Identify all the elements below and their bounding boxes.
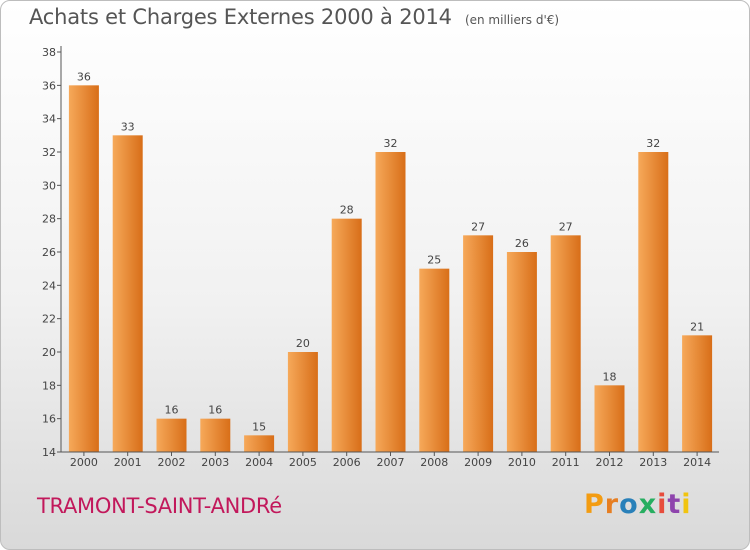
data-label-2013: 32 xyxy=(646,137,660,150)
bar-2014 xyxy=(682,335,713,452)
logo-letter: P xyxy=(584,489,605,520)
y-tick-label: 38 xyxy=(42,46,56,59)
x-tick-label-2006: 2006 xyxy=(333,456,361,469)
logo-letter: t xyxy=(667,489,682,520)
x-tick-label-2010: 2010 xyxy=(508,456,536,469)
x-axis: 2000 2001 2002 2003 2004 2005 2006 2007 2008 2009… xyxy=(61,451,719,469)
data-label-2011: 27 xyxy=(559,220,573,233)
bar-2013 xyxy=(638,152,669,452)
y-tick-label: 34 xyxy=(42,113,56,126)
x-tick-label-2011: 2011 xyxy=(552,456,580,469)
data-label-2006: 28 xyxy=(340,204,354,217)
y-tick-label: 14 xyxy=(42,446,56,459)
bar-2005 xyxy=(287,352,318,452)
y-tick-label: 30 xyxy=(42,179,56,192)
x-tick-label-2009: 2009 xyxy=(464,456,492,469)
x-tick-label-2008: 2008 xyxy=(420,456,448,469)
chart-title: Achats et Charges Externes 2000 à 2014 (… xyxy=(29,5,559,29)
data-label-2014: 21 xyxy=(690,320,704,333)
x-tick-label-2012: 2012 xyxy=(596,456,624,469)
y-tick-label: 26 xyxy=(42,246,56,259)
bar-2006 xyxy=(331,218,362,452)
proxiti-logo: Proxiti xyxy=(584,489,692,520)
logo-letter: x xyxy=(638,489,658,520)
y-tick-label: 20 xyxy=(42,346,56,359)
data-label-2007: 32 xyxy=(384,137,398,150)
x-tick-label-2003: 2003 xyxy=(201,456,229,469)
data-label-2008: 25 xyxy=(427,254,441,267)
bar-2008 xyxy=(419,268,450,452)
bar-chart: 14 16 18 20 22 24 26 28 30 32 34 36 38 36 33 16 16 15 20 2… xyxy=(42,46,719,469)
chart-title-text: Achats et Charges Externes 2000 à 2014 xyxy=(29,5,452,29)
logo-letter: o xyxy=(619,489,639,520)
y-tick-label: 16 xyxy=(42,413,56,426)
data-label-2004: 15 xyxy=(252,420,266,433)
chart-unit-label: (en milliers d'€) xyxy=(464,13,560,27)
bar-2007 xyxy=(375,152,406,452)
logo-letter: i xyxy=(681,489,692,520)
logo-letter: i xyxy=(657,489,668,520)
bar-2003 xyxy=(200,418,231,452)
x-tick-label-2005: 2005 xyxy=(289,456,317,469)
data-label-2000: 36 xyxy=(77,70,91,83)
data-label-2002: 16 xyxy=(165,404,179,417)
data-label-2009: 27 xyxy=(471,220,485,233)
y-axis: 14 16 18 20 22 24 26 28 30 32 34 36 38 xyxy=(42,46,62,459)
x-tick-label-2004: 2004 xyxy=(245,456,273,469)
bar-2012 xyxy=(594,385,625,452)
bar-2000 xyxy=(68,85,99,452)
x-tick-label-2001: 2001 xyxy=(114,456,142,469)
bar-2004 xyxy=(244,435,275,452)
bar-group: 36 33 16 16 15 20 28 32 25 27 26 27 18 32 21 xyxy=(68,70,713,453)
y-tick-label: 28 xyxy=(42,213,56,226)
bar-2010 xyxy=(506,252,537,452)
data-label-2010: 26 xyxy=(515,237,529,250)
bar-2002 xyxy=(156,418,187,452)
bar-2001 xyxy=(112,135,143,453)
x-tick-label-2014: 2014 xyxy=(683,456,711,469)
data-label-2005: 20 xyxy=(296,337,310,350)
x-tick-label-2000: 2000 xyxy=(70,456,98,469)
y-tick-label: 36 xyxy=(42,79,56,92)
data-label-2012: 18 xyxy=(603,370,617,383)
bar-2011 xyxy=(550,235,581,452)
data-label-2001: 33 xyxy=(121,120,135,133)
x-tick-label-2002: 2002 xyxy=(158,456,186,469)
x-tick-label-2007: 2007 xyxy=(377,456,405,469)
y-tick-label: 24 xyxy=(42,279,56,292)
commune-name: TRAMONT-SAINT-ANDRé xyxy=(37,494,282,518)
data-label-2003: 16 xyxy=(208,404,222,417)
y-tick-label: 18 xyxy=(42,379,56,392)
bar-2009 xyxy=(463,235,494,452)
y-tick-label: 22 xyxy=(42,313,56,326)
x-tick-label-2013: 2013 xyxy=(639,456,667,469)
y-tick-label: 32 xyxy=(42,146,56,159)
logo-letter: r xyxy=(604,489,620,520)
